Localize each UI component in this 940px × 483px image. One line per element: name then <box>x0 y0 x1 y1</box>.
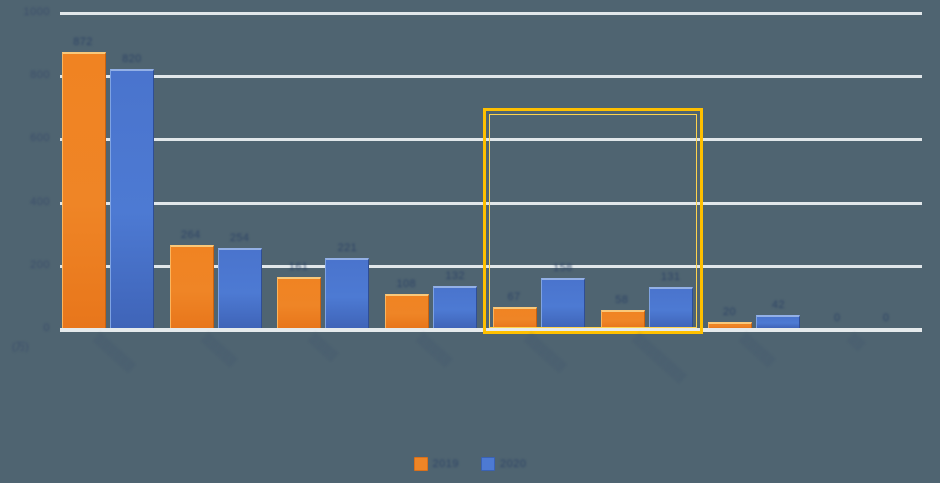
bar-value-label: 872 <box>73 36 93 49</box>
gridline <box>60 138 922 142</box>
bar-group: 108 132 <box>385 12 478 328</box>
bar-column <box>648 286 693 328</box>
legend-label: 2019 <box>432 458 459 470</box>
bar-value-label: 221 <box>337 242 358 255</box>
bar-column <box>61 52 106 328</box>
bar-column <box>540 278 585 328</box>
gridline <box>60 264 922 268</box>
bar-value-label: 0 <box>882 312 890 324</box>
axis-baseline <box>60 328 922 332</box>
gridline <box>60 201 922 205</box>
bar-value-label: 131 <box>660 270 681 283</box>
x-axis-tick-label: ░░░░ <box>307 332 340 363</box>
bar-value-label: 20 <box>722 305 737 318</box>
x-axis-tick-label: ░░░░░ <box>415 332 454 368</box>
x-axis-tick-label: ░░░░░░ <box>522 332 567 374</box>
y-tick-label: 200 <box>30 258 50 271</box>
bar-column <box>708 321 753 328</box>
bar-column <box>385 293 430 328</box>
y-tick-label: 600 <box>30 132 50 145</box>
bar-value-label: 264 <box>180 228 201 241</box>
legend-swatch-icon <box>481 457 495 471</box>
bar-value-label: 161 <box>288 261 309 274</box>
legend-label: 2020 <box>500 458 527 470</box>
bar-value-label: 158 <box>553 262 573 275</box>
bar-column <box>600 309 645 328</box>
bar-group: 872 820 <box>61 12 154 328</box>
bar-value-label: 42 <box>771 298 785 311</box>
y-tick-label: 800 <box>30 69 50 82</box>
bar-column <box>109 68 154 328</box>
bar-value-label: 254 <box>229 231 250 244</box>
bar-column <box>217 247 262 328</box>
gridline <box>60 12 922 15</box>
y-tick-label: 1000 <box>23 6 50 18</box>
x-axis-tick-label: ░░░░░░ <box>91 332 136 374</box>
bar-column <box>277 277 322 328</box>
y-tick-label: 0 <box>43 322 50 334</box>
bar-group: 67 158 <box>492 12 585 328</box>
x-axis-tick-label: ░░░░░ <box>199 332 238 368</box>
x-axis-labels: ░░░░░░ ░░░░░ ░░░░ ░░░░░ ░░░░░░ ░░░░░░░░ ░░░░░ ░… <box>60 332 922 452</box>
legend-item-2020[interactable]: 2020 <box>481 457 526 471</box>
x-axis-tick-label: ░░ <box>846 332 867 352</box>
bar-column <box>756 314 801 328</box>
bar-value-label: 0 <box>833 312 841 324</box>
y-axis-unit: (万) <box>12 342 29 353</box>
bar-value-label: 820 <box>122 52 142 65</box>
bar-column <box>433 286 478 328</box>
bar-group: 58 131 <box>600 12 693 328</box>
bar-column <box>169 244 214 328</box>
y-tick-label: 400 <box>30 195 50 208</box>
chart-legend: 2019 2020 <box>0 457 940 471</box>
x-axis-tick-label: ░░░░░░░░ <box>630 332 687 385</box>
legend-item-2019[interactable]: 2019 <box>413 457 459 471</box>
bar-group: 20 42 <box>708 12 801 328</box>
legend-swatch-icon <box>413 457 428 471</box>
plot-area <box>60 12 922 332</box>
gridline <box>60 75 922 79</box>
bar-column <box>492 306 537 328</box>
y-axis: 1000 800 600 400 200 0 <box>0 6 56 334</box>
bar-value-label: 108 <box>396 277 417 290</box>
bar-group: 161 221 <box>277 12 370 328</box>
bar-column <box>325 258 370 328</box>
bar-groups: 872 820 264 254 161 221 108 132 67 158 58 131 20 42 0 0 <box>60 12 922 328</box>
bar-group: 264 254 <box>169 12 262 328</box>
x-axis-tick-label: ░░░░░ <box>738 332 777 368</box>
bar-value-label: 58 <box>615 293 629 306</box>
bar-value-label: 132 <box>445 270 465 283</box>
bar-value-label: 67 <box>507 290 521 303</box>
